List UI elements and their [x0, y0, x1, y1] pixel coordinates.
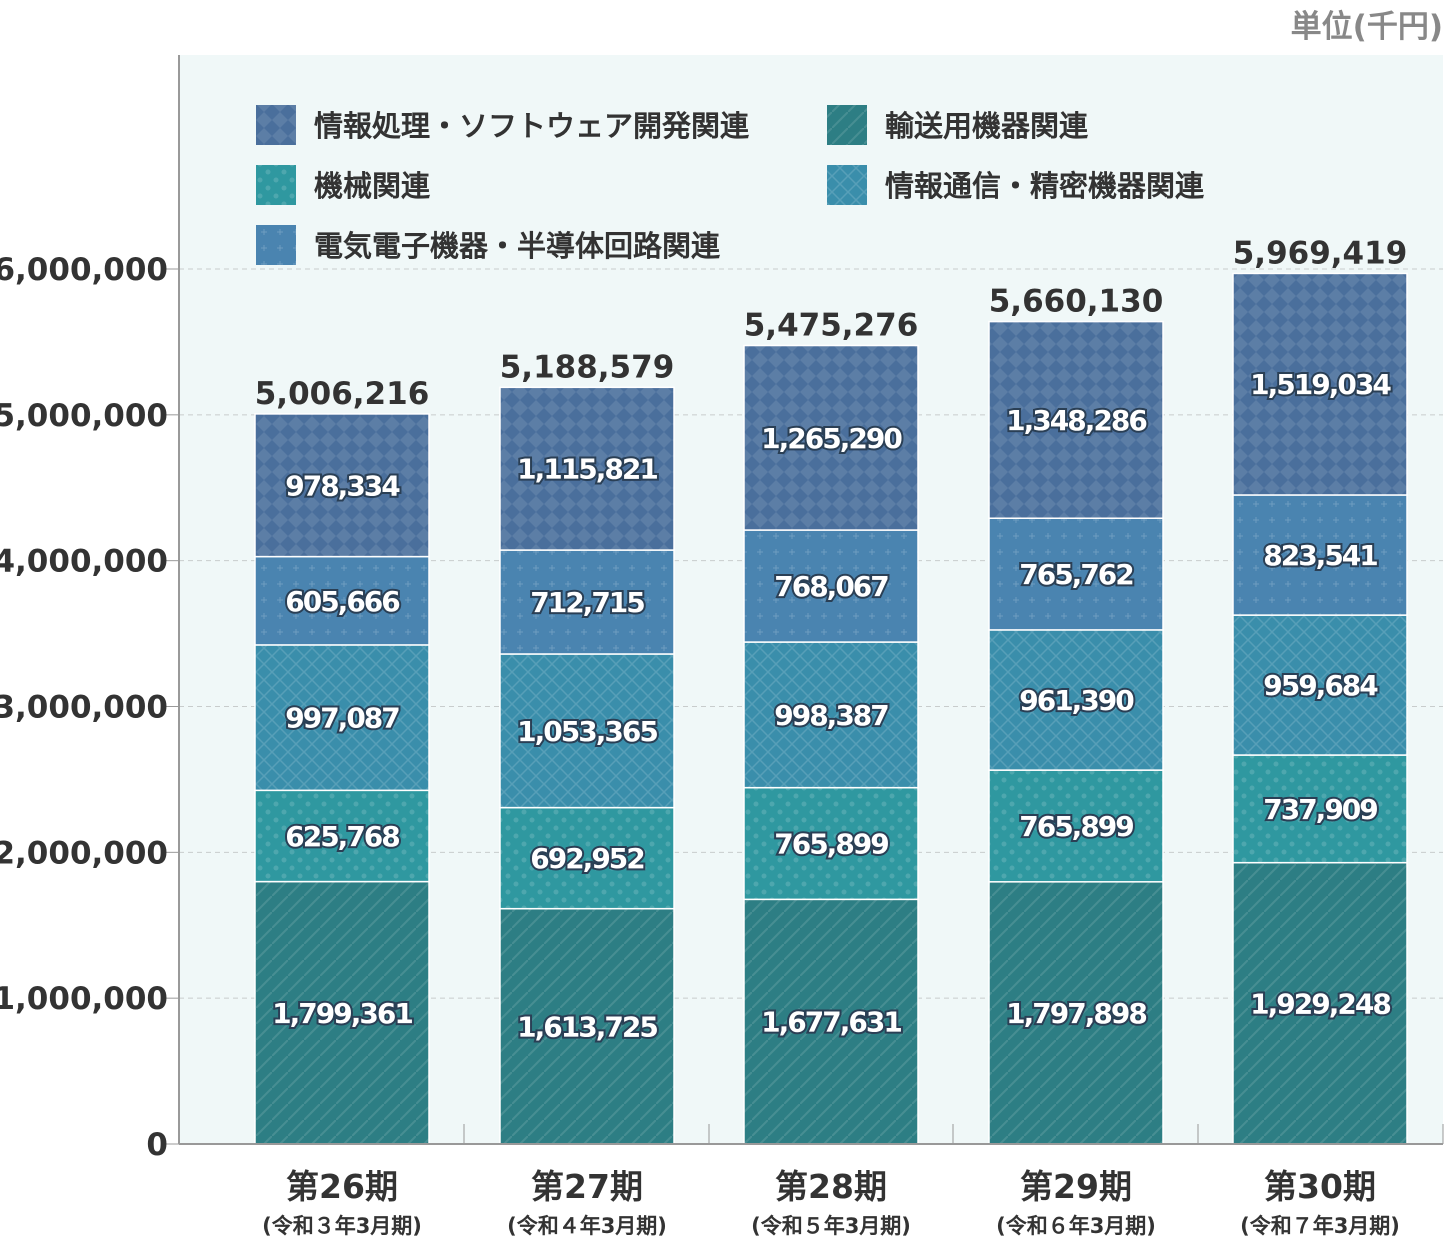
total-label: 5,660,130	[989, 284, 1164, 320]
x-category-sublabel: (令和５年3月期)	[751, 1214, 911, 1238]
legend-label: 機械関連	[314, 169, 431, 203]
segment-value-label: 959,684	[1263, 669, 1378, 702]
segment-value-label: 961,390	[1019, 684, 1134, 717]
bar-segment	[988, 517, 1164, 631]
y-tick-label: 1,000,000	[0, 981, 168, 1017]
bar-segment	[988, 629, 1164, 771]
segment-value-label: 1,115,821	[517, 453, 657, 486]
total-label: 5,006,216	[255, 376, 430, 412]
segment-value-label: 1,797,898	[1006, 997, 1146, 1030]
segment-value-label: 1,265,290	[761, 422, 902, 455]
bar-segment	[254, 555, 430, 646]
bar-segment	[988, 769, 1164, 883]
legend-swatch	[256, 165, 296, 205]
x-category-sublabel: (令和７年3月期)	[1240, 1214, 1400, 1238]
total-label: 5,969,419	[1233, 235, 1408, 271]
unit-label: 単位(千円)	[1291, 9, 1443, 45]
bar-segment	[499, 549, 675, 655]
bar-segment	[1232, 754, 1408, 864]
bar-segment	[254, 644, 430, 792]
segment-value-label: 712,715	[530, 586, 644, 619]
segment-value-label: 765,762	[1019, 558, 1133, 591]
y-tick-label: 0	[146, 1127, 168, 1163]
segment-value-label: 823,541	[1263, 539, 1377, 572]
bar-segment	[743, 786, 919, 901]
segment-value-label: 605,666	[285, 585, 399, 618]
y-tick-label: 2,000,000	[0, 835, 168, 871]
legend-swatch	[256, 105, 296, 145]
legend-swatch	[256, 225, 296, 265]
y-tick-label: 4,000,000	[0, 544, 168, 580]
segment-value-label: 998,387	[774, 699, 888, 732]
bar-segment	[1232, 494, 1408, 616]
total-label: 5,475,276	[744, 308, 919, 344]
bar-segment	[499, 386, 675, 551]
segment-value-label: 625,768	[285, 820, 399, 853]
segment-value-label: 765,899	[1019, 810, 1133, 843]
segment-value-label: 1,799,361	[272, 997, 412, 1030]
x-category-label: 第28期	[775, 1167, 887, 1206]
segment-value-label: 1,929,248	[1250, 987, 1390, 1020]
bar-segment	[254, 880, 430, 1145]
x-category-label: 第29期	[1020, 1167, 1132, 1206]
segment-value-label: 1,613,725	[517, 1010, 657, 1043]
segment-value-label: 1,348,286	[1006, 404, 1146, 437]
segment-value-label: 768,067	[774, 570, 888, 603]
segment-value-label: 1,677,631	[761, 1006, 901, 1039]
legend-swatch	[827, 105, 867, 145]
y-tick-label: 6,000,000	[0, 252, 168, 288]
bar-segment	[743, 641, 919, 789]
segment-value-label: 1,053,365	[517, 715, 657, 748]
x-category-label: 第27期	[531, 1167, 643, 1206]
legend-label: 輸送用機器関連	[885, 109, 1089, 143]
x-category-label: 第26期	[286, 1167, 398, 1206]
segment-value-label: 978,334	[285, 469, 400, 502]
segment-value-label: 765,899	[774, 827, 888, 860]
x-category-sublabel: (令和６年3月期)	[996, 1214, 1156, 1238]
y-tick-label: 5,000,000	[0, 398, 168, 434]
y-tick-label: 3,000,000	[0, 690, 168, 726]
segment-value-label: 997,087	[285, 702, 399, 735]
segment-value-label: 1,519,034	[1250, 368, 1391, 401]
bar-segment	[499, 653, 675, 809]
bar-segment	[254, 789, 430, 883]
bar-segment	[1232, 861, 1408, 1145]
bar-segment	[1232, 614, 1408, 756]
segment-value-label: 692,952	[530, 842, 644, 875]
legend-label: 情報通信・精密機器関連	[885, 169, 1205, 203]
bar-segment	[988, 881, 1164, 1145]
bar-segment	[499, 907, 675, 1145]
x-category-sublabel: (令和４年3月期)	[507, 1214, 667, 1238]
bar-segment	[743, 344, 919, 531]
bar-segment	[1232, 272, 1408, 496]
legend-swatch	[827, 165, 867, 205]
legend-label: 電気電子機器・半導体回路関連	[314, 229, 721, 263]
x-category-label: 第30期	[1264, 1167, 1376, 1206]
x-category-sublabel: (令和３年3月期)	[262, 1214, 422, 1238]
bar-segment	[988, 320, 1164, 519]
legend-label: 情報処理・ソフトウェア開発関連	[314, 109, 750, 143]
total-label: 5,188,579	[500, 349, 675, 385]
segment-value-label: 737,909	[1263, 793, 1377, 826]
bar-segment	[254, 413, 430, 558]
bar-segment	[743, 529, 919, 643]
